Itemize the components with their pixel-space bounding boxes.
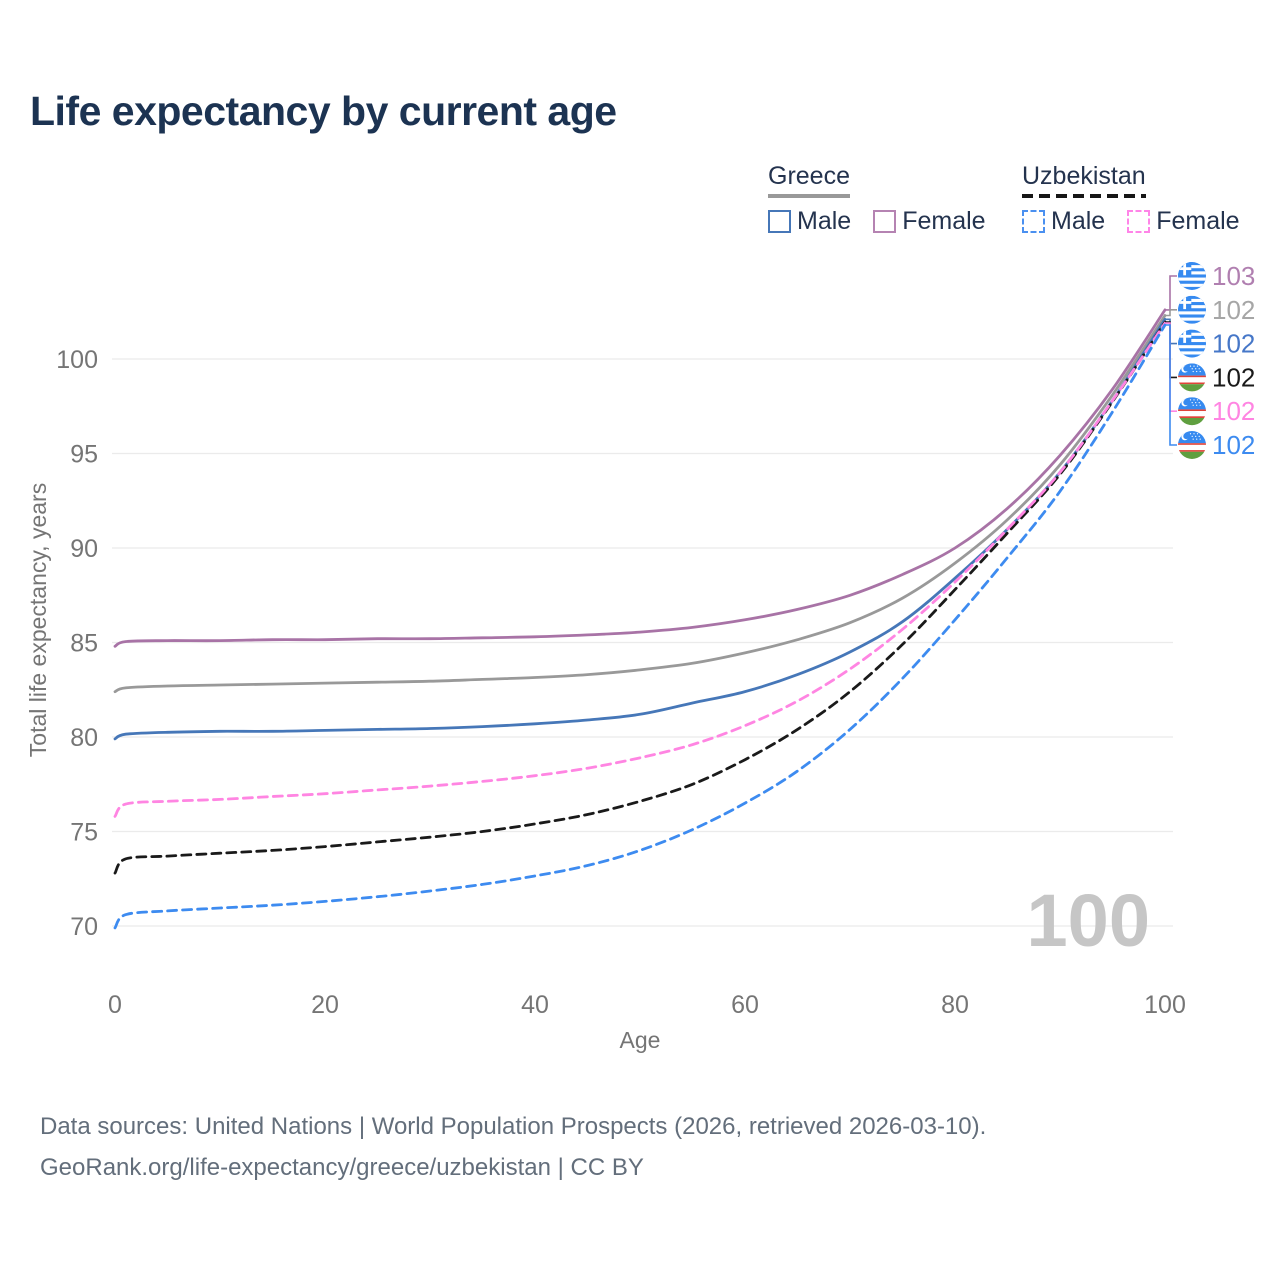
flag-icon-uzbekistan	[1178, 431, 1206, 459]
y-tick-label-80: 80	[70, 724, 98, 752]
legend-item-greece-male-label: Male	[797, 207, 852, 235]
legend-group-uzbekistan-label: Uzbekistan	[1022, 162, 1146, 190]
footer-url-line: GeoRank.org/life-expectancy/greece/uzbek…	[40, 1154, 644, 1181]
y-tick-label-100: 100	[56, 346, 98, 374]
end-label-connector-uzbekistan-total	[1165, 321, 1177, 379]
greece-female-checkbox[interactable]	[873, 210, 897, 233]
y-tick-label-95: 95	[70, 441, 98, 469]
legend-item-uzbekistan-female-label: Female	[1156, 207, 1240, 235]
end-label-value-greece-male: 102	[1212, 329, 1255, 359]
legend-group-uzbekistan: Uzbekistan Male Female	[1022, 162, 1240, 236]
end-label-value-uzbekistan-female: 102	[1212, 396, 1255, 426]
uzbekistan-line-style-swatch	[1022, 194, 1146, 198]
legend-item-uzbekistan-female[interactable]: Female	[1127, 207, 1240, 236]
end-label-value-uzbekistan-male: 102	[1212, 430, 1255, 460]
y-tick-label-85: 85	[70, 630, 98, 658]
chart-title: Life expectancy by current age	[30, 88, 617, 134]
legend-item-greece-male[interactable]: Male	[768, 207, 851, 236]
y-axis-title: Total life expectancy, years	[25, 483, 51, 757]
end-label-value-uzbekistan-total: 102	[1212, 362, 1255, 392]
flag-icon-greece	[1178, 262, 1206, 290]
series-line-greece-male	[113, 317, 1167, 741]
uzbekistan-male-checkbox[interactable]	[1022, 210, 1045, 233]
legend-group-greece-label: Greece	[768, 162, 850, 190]
series-line-uzbekistan-total	[113, 320, 1167, 875]
series-line-uzbekistan-male	[113, 323, 1167, 930]
legend-group-greece-header: Greece	[768, 162, 850, 198]
footer-source-line: Data sources: United Nations | World Pop…	[40, 1113, 987, 1140]
x-tick-label-80: 80	[941, 991, 969, 1019]
series-line-uzbekistan-female	[113, 321, 1167, 818]
legend-item-greece-female[interactable]: Female	[873, 207, 986, 236]
legend-group-greece: Greece Male Female	[768, 162, 986, 236]
end-label-connector-uzbekistan-male	[1165, 324, 1177, 446]
greece-line-style-swatch	[768, 194, 850, 198]
legend-group-uzbekistan-header: Uzbekistan	[1022, 162, 1146, 198]
end-label-connector-uzbekistan-female	[1165, 322, 1177, 412]
y-tick-label-70: 70	[70, 913, 98, 941]
series-line-greece-total	[113, 314, 1167, 694]
flag-icon-greece	[1178, 295, 1206, 324]
x-tick-label-100: 100	[1144, 991, 1186, 1019]
end-label-connector-greece-female	[1165, 275, 1177, 311]
legend-item-greece-female-label: Female	[902, 207, 986, 235]
greece-male-checkbox[interactable]	[768, 210, 791, 233]
end-label-value-greece-female: 103	[1212, 261, 1255, 291]
series-layer	[113, 308, 1167, 930]
x-tick-label-20: 20	[311, 991, 339, 1019]
legend-item-uzbekistan-male-label: Male	[1051, 207, 1106, 235]
end-label-connector-greece-total	[1165, 309, 1177, 317]
flag-icon-uzbekistan	[1178, 397, 1206, 426]
flag-icon-uzbekistan	[1178, 363, 1206, 392]
x-axis-title: Age	[620, 1027, 661, 1053]
flag-icon-greece	[1178, 329, 1206, 358]
y-tick-label-75: 75	[70, 819, 98, 847]
x-tick-label-0: 0	[108, 991, 122, 1019]
x-tick-label-60: 60	[731, 991, 759, 1019]
end-label-value-greece-total: 102	[1212, 295, 1255, 325]
uzbekistan-female-checkbox[interactable]	[1127, 210, 1151, 233]
age-watermark: 100	[1027, 879, 1150, 962]
series-line-greece-female	[113, 308, 1167, 648]
y-tick-label-90: 90	[70, 535, 98, 563]
footer: Data sources: United Nations | World Pop…	[40, 1106, 986, 1188]
legend-item-uzbekistan-male[interactable]: Male	[1022, 207, 1105, 236]
x-tick-label-40: 40	[521, 991, 549, 1019]
grid-layer: 70 75 80 85 90 95 100 0 20 40 60 80 100	[56, 346, 1186, 1019]
